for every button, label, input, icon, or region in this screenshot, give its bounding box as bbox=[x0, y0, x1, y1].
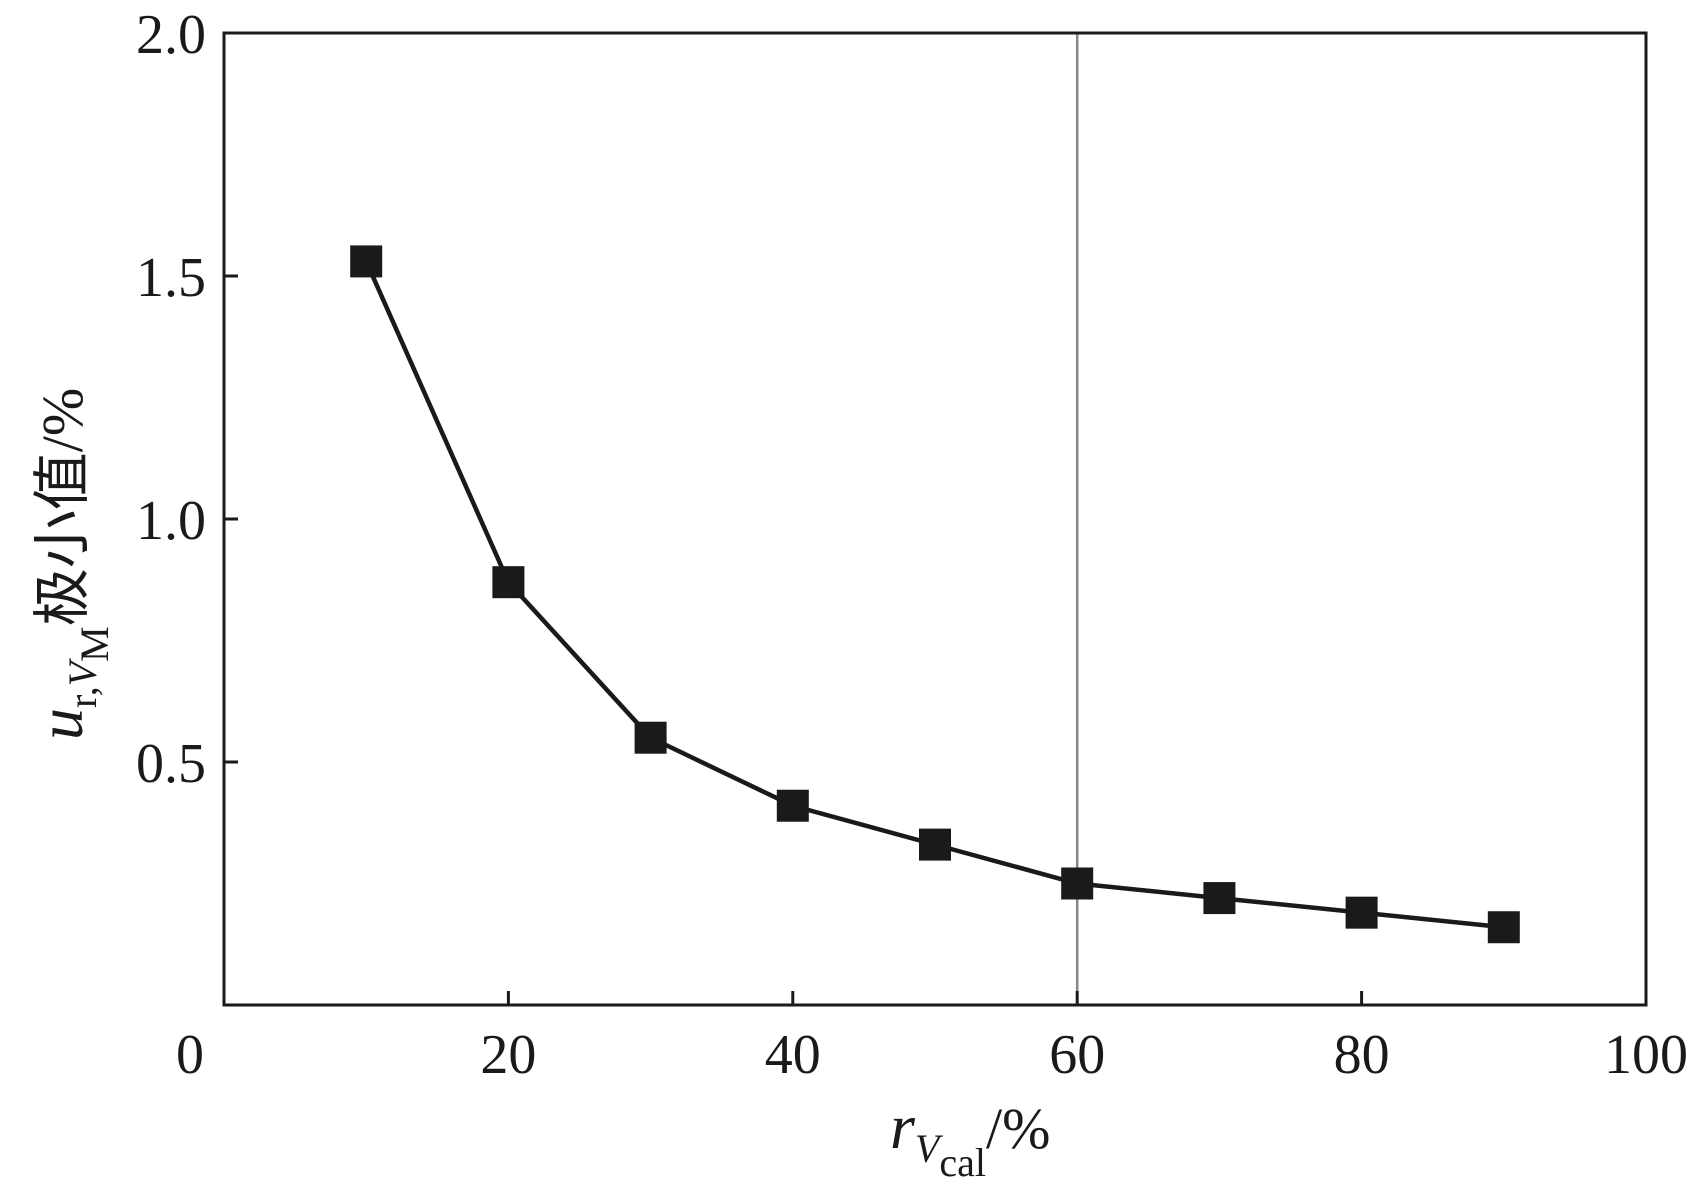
x-tick-label: 40 bbox=[765, 1024, 821, 1086]
y-axis-label-sub-italic: V bbox=[60, 657, 105, 686]
data-point-marker bbox=[919, 828, 951, 861]
x-axis-label-main: r bbox=[890, 1091, 916, 1162]
y-axis-label-main: u bbox=[25, 708, 96, 740]
tick-layer: 0 20 40 60 80 100 0.5 1.0 1.5 2.0 bbox=[136, 4, 1688, 1086]
series-layer bbox=[350, 245, 1520, 944]
x-axis-label-sub: V bbox=[915, 1126, 944, 1171]
x-tick-label: 0 bbox=[176, 1024, 204, 1086]
data-point-marker bbox=[1203, 882, 1236, 915]
x-tick-label: 80 bbox=[1334, 1024, 1390, 1086]
y-tick-label: 2.0 bbox=[136, 4, 206, 66]
y-axis-label-sub: r, bbox=[60, 686, 105, 708]
x-axis-label-sub2: cal bbox=[939, 1140, 986, 1185]
series-line bbox=[364, 260, 1505, 930]
data-point-marker bbox=[1345, 896, 1378, 929]
x-axis-label: rVcal/% bbox=[890, 1091, 1050, 1185]
y-tick-label: 1.0 bbox=[136, 490, 206, 552]
y-tick-label: 1.5 bbox=[136, 247, 206, 309]
y-tick-label: 0.5 bbox=[136, 733, 206, 795]
x-tick-label: 100 bbox=[1604, 1024, 1688, 1086]
y-axis-label-rest: 极小值/% bbox=[30, 388, 95, 626]
data-point-marker bbox=[492, 566, 525, 599]
x-axis-label-unit: /% bbox=[986, 1096, 1050, 1161]
data-point-marker bbox=[776, 789, 809, 822]
x-tick-label: 60 bbox=[1049, 1024, 1105, 1086]
data-point-marker bbox=[1061, 867, 1094, 900]
data-point-marker bbox=[1487, 911, 1520, 944]
x-tick-label: 20 bbox=[480, 1024, 536, 1086]
data-point-marker bbox=[634, 721, 667, 754]
data-point-marker bbox=[350, 245, 383, 278]
y-axis-label-sub2: M bbox=[72, 626, 117, 662]
y-axis-label: ur,VM极小值/% bbox=[25, 388, 117, 740]
